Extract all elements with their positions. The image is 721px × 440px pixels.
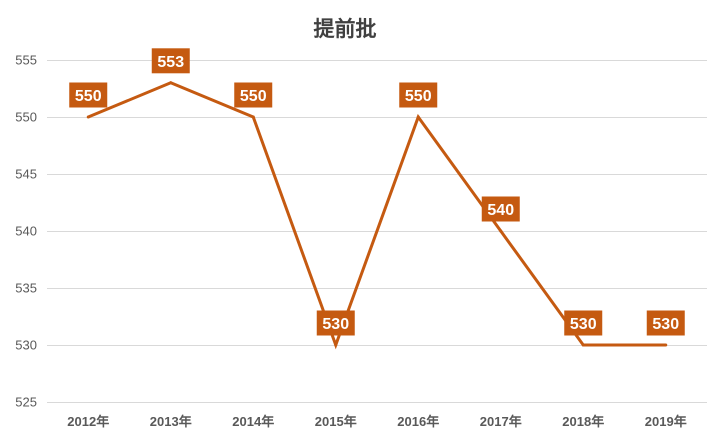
y-tick-label: 550 (15, 110, 37, 125)
data-point (86, 115, 90, 119)
data-label: 530 (570, 316, 597, 333)
data-label-group: 553 (151, 48, 190, 74)
data-label-group: 530 (316, 310, 355, 336)
data-point (499, 229, 503, 233)
x-tick-label: 2016年 (397, 414, 439, 429)
data-point (416, 115, 420, 119)
data-label: 550 (75, 88, 102, 105)
x-tick-label: 2014年 (232, 414, 274, 429)
data-labels: 550 553 550 530 550 540 530 530 (69, 48, 685, 336)
y-tick-label: 540 (15, 224, 37, 239)
data-label-group: 550 (69, 82, 108, 108)
y-tick-label: 535 (15, 281, 37, 296)
y-tick-label: 545 (15, 167, 37, 182)
data-label-box (481, 196, 520, 222)
data-point (581, 343, 585, 347)
data-label-group: 550 (399, 82, 438, 108)
data-label-box (646, 310, 685, 336)
data-point (334, 343, 338, 347)
y-axis: 525 530 535 540 545 550 555 (15, 53, 37, 410)
data-label-box (564, 310, 603, 336)
x-tick-label: 2018年 (562, 414, 604, 429)
x-tick-label: 2019年 (645, 414, 687, 429)
y-tick-label: 525 (15, 395, 37, 410)
x-tick-label: 2013年 (150, 414, 192, 429)
data-label-box (316, 310, 355, 336)
data-label-group: 530 (564, 310, 603, 336)
data-point (664, 343, 668, 347)
x-axis: 2012年 2013年 2014年 2015年 2016年 2017年 2018年 2019年 (67, 414, 686, 429)
data-label-group: 540 (481, 196, 520, 222)
data-label: 530 (322, 316, 349, 333)
data-label: 540 (487, 202, 514, 219)
data-label: 553 (157, 54, 184, 71)
x-tick-label: 2012年 (67, 414, 109, 429)
y-tick-label: 530 (15, 338, 37, 353)
data-label: 550 (240, 88, 267, 105)
data-label-group: 550 (234, 82, 273, 108)
data-label: 530 (652, 316, 679, 333)
data-label-box (399, 82, 438, 108)
data-label-group: 530 (646, 310, 685, 336)
chart-title: 提前批 (314, 17, 377, 41)
data-label-box (69, 82, 108, 108)
data-point (169, 81, 173, 85)
data-label: 550 (405, 88, 432, 105)
data-label-box (151, 48, 190, 74)
y-tick-label: 555 (15, 53, 37, 68)
data-label-box (234, 82, 273, 108)
x-tick-label: 2015年 (315, 414, 357, 429)
x-tick-label: 2017年 (480, 414, 522, 429)
data-point (251, 115, 255, 119)
